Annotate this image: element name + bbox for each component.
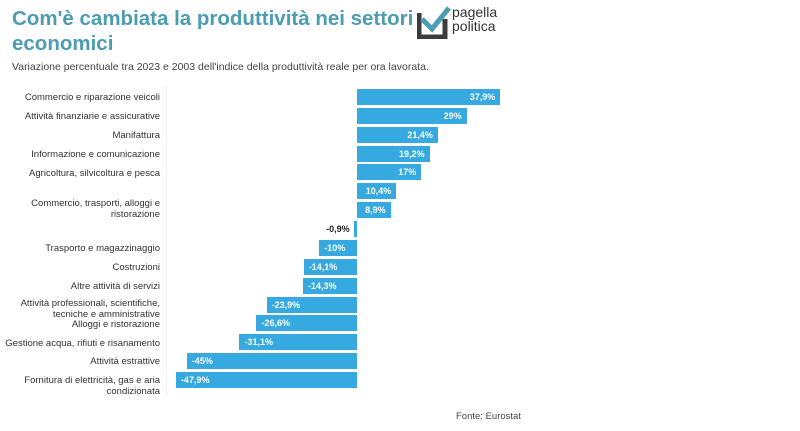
category-label: Attività finanziarie e assicurative	[24, 110, 160, 122]
value-label: -10%	[324, 242, 346, 253]
value-label: 19,2%	[399, 148, 425, 159]
category-label: Fornitura di elettricità, gas e aria cond…	[24, 375, 160, 397]
value-label: 8,9%	[365, 205, 386, 216]
category-label: Attività estrattive	[90, 355, 160, 367]
logo-line-2: politica	[452, 18, 496, 34]
bar	[357, 89, 501, 105]
bar	[357, 202, 391, 219]
value-label: 29%	[443, 110, 462, 121]
category-label: Manifattura	[112, 129, 160, 141]
value-label: 17%	[398, 167, 417, 178]
logo-text: pagella politica	[452, 5, 497, 33]
value-label: -14,3%	[307, 280, 337, 291]
value-label: -47,9%	[180, 375, 210, 386]
bar	[175, 372, 357, 389]
category-label: Alloggi e ristorazione	[71, 318, 160, 330]
category-label: Commercio, trasporti, alloggi e ristorazi…	[31, 198, 160, 220]
chart-title: Com'è cambiata la produttività nei setto…	[12, 7, 414, 55]
bar	[353, 221, 357, 238]
bar	[266, 296, 357, 313]
bar	[239, 334, 357, 351]
pagella-politica-logo-icon	[417, 6, 451, 39]
value-label: -31,1%	[244, 337, 273, 348]
category-label: Costruzioni	[112, 261, 160, 273]
bar	[357, 107, 467, 124]
value-label: 37,9%	[469, 92, 496, 102]
value-label: -23,9%	[271, 299, 301, 310]
value-label: 21,4%	[407, 129, 433, 140]
category-label: Agricoltura, silvicoltura e pesca	[29, 167, 160, 179]
chart-subtitle: Variazione percentuale tra 2023 e 2003 d…	[12, 61, 429, 73]
category-label: Commercio e riparazione veicoli	[24, 91, 160, 103]
value-label: 10,4%	[365, 186, 392, 197]
bar	[319, 239, 357, 256]
category-label: Altre attività di servizi	[70, 280, 160, 292]
bar	[303, 258, 357, 275]
value-label: -26,6%	[261, 318, 290, 329]
value-label: -14,1%	[308, 261, 338, 272]
value-label: -0,9%	[326, 224, 350, 235]
bar	[357, 164, 422, 181]
bar	[256, 315, 357, 332]
bar	[357, 183, 397, 200]
bar	[302, 277, 357, 294]
category-label: Attività professionali, scientifiche, tec…	[20, 298, 160, 320]
logo-line-1: pagella	[452, 4, 498, 20]
category-label: Informazione e comunicazione	[31, 148, 160, 160]
category-label: Trasporto e magazzinaggio	[45, 242, 160, 254]
source-note: Fonte: Eurostat	[456, 411, 521, 422]
bar	[357, 145, 430, 162]
category-label: Gestione acqua, rifiuti e risanamento	[5, 337, 160, 349]
bar	[357, 126, 438, 143]
divider	[166, 86, 167, 394]
bar	[186, 353, 357, 370]
value-label: -45%	[191, 356, 213, 367]
